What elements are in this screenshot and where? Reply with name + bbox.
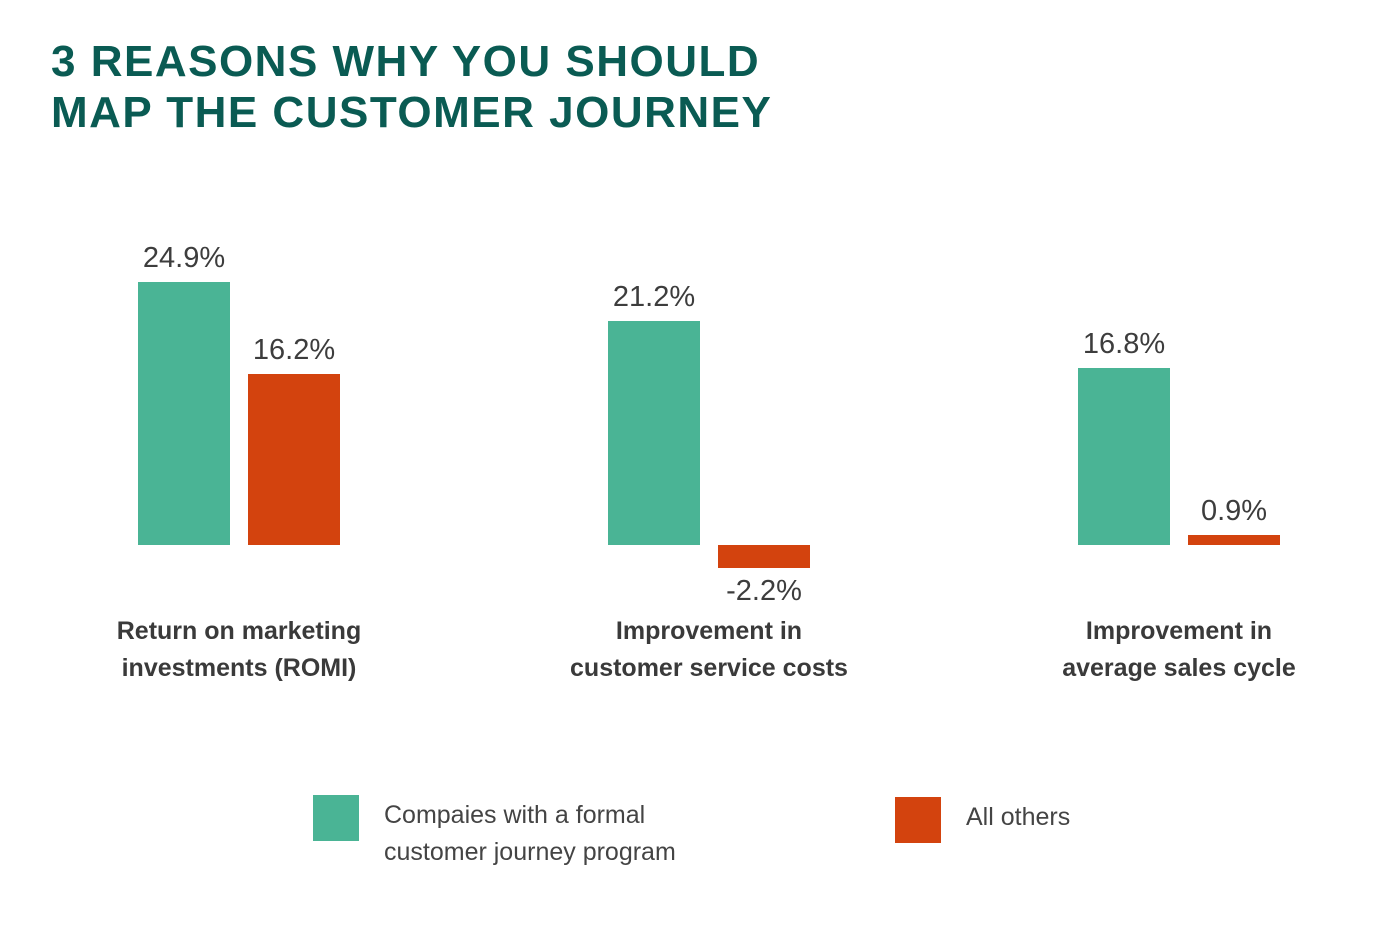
bar-others-group-3: [1188, 535, 1280, 545]
category-label: Improvement in average sales cycle: [1062, 617, 1296, 682]
page-title: 3 REASONS WHY YOU SHOULD MAP THE CUSTOME…: [51, 37, 773, 137]
bar-others-group-2: [718, 545, 810, 568]
bar-value-label: 0.9%: [1200, 495, 1268, 527]
bar-companies-group-3: [1078, 368, 1170, 545]
category-label: Improvement in customer service costs: [570, 617, 848, 682]
bar-value-label: 21.2%: [612, 281, 696, 313]
legend-item-companies: Compaies with a formal customer journey …: [313, 795, 676, 871]
bar-value-label: 24.9%: [142, 242, 226, 274]
legend-label-all-others: All others: [966, 803, 1071, 831]
bar-companies-group-2: [608, 321, 700, 545]
bar-value-label: -2.2%: [726, 575, 802, 607]
category-label: Return on marketing investments (ROMI): [116, 617, 362, 682]
bar-others-group-1: [248, 374, 340, 545]
legend-item-all-others: All others: [895, 797, 1070, 843]
bar-value-label: 16.2%: [252, 334, 336, 366]
legend-swatch-all-others-icon: [895, 797, 941, 843]
bar-value-label: 16.8%: [1082, 328, 1166, 360]
legend-label-companies: Compaies with a formal customer journey …: [384, 801, 676, 866]
bar-companies-group-1: [138, 282, 230, 545]
legend-swatch-companies-icon: [313, 795, 359, 841]
